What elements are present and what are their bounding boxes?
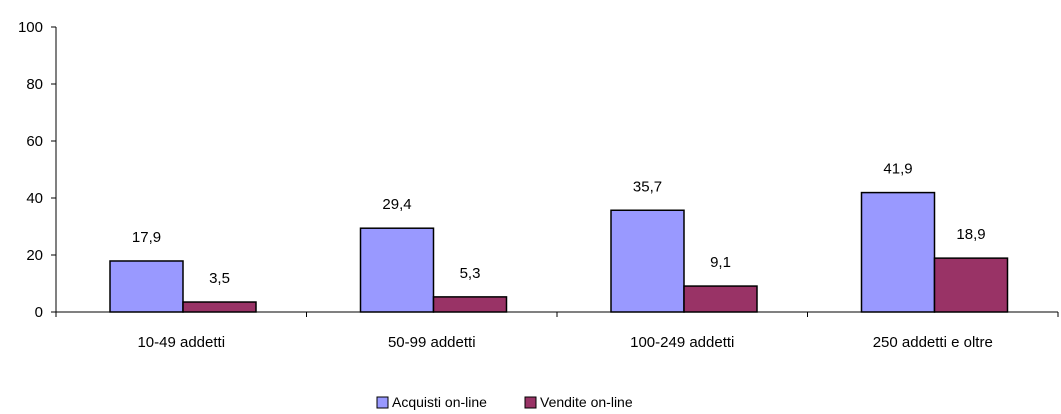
y-tick-label: 20: [26, 247, 43, 264]
legend-item: Vendite on-line: [524, 394, 633, 410]
bar-vendite: [933, 257, 1009, 313]
y-tick-label: 100: [18, 19, 43, 36]
data-label: 35,7: [633, 178, 662, 195]
y-tick-label: 0: [35, 304, 43, 321]
x-category-label: 250 addetti e oltre: [873, 334, 993, 351]
data-label: 29,4: [382, 196, 411, 213]
legend-swatch: [524, 396, 537, 409]
bar-acquisti: [109, 260, 184, 313]
chart-legend: Acquisti on-line Vendite on-line: [376, 394, 633, 410]
chart-axes: 0 20 40 60 80 100 10-49 addetti 50-99 addetti 10…: [18, 19, 1059, 351]
x-category-label: 10-49 addetti: [137, 334, 225, 351]
legend-swatch: [376, 396, 389, 409]
bar-vendite: [683, 285, 758, 313]
bar-acquisti: [359, 227, 435, 313]
data-label: 41,9: [883, 161, 912, 178]
legend-label: Vendite on-line: [540, 394, 633, 410]
y-tick-label: 80: [26, 76, 43, 93]
x-category-label: 100-249 addetti: [630, 334, 734, 351]
chart-data-labels: 17,9 3,5 29,4 5,3 35,7 9,1 41,9 18,9: [132, 161, 986, 287]
bar-vendite: [182, 301, 257, 313]
data-label: 17,9: [132, 229, 161, 246]
bar-acquisti: [860, 191, 936, 313]
data-label: 9,1: [710, 254, 731, 271]
bar-acquisti: [610, 209, 685, 313]
y-tick-label: 60: [26, 133, 43, 150]
legend-label: Acquisti on-line: [392, 394, 487, 410]
y-tick-label: 40: [26, 190, 43, 207]
data-label: 5,3: [460, 265, 481, 282]
data-label: 18,9: [956, 226, 985, 243]
chart-bars: [109, 191, 1009, 313]
legend-item: Acquisti on-line: [376, 394, 487, 410]
bar-vendite: [432, 296, 508, 313]
data-label: 3,5: [209, 270, 230, 287]
x-category-label: 50-99 addetti: [388, 334, 476, 351]
